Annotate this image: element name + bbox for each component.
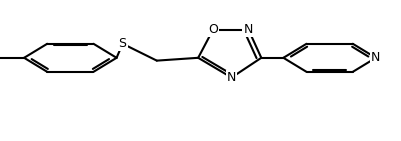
Text: N: N [370,51,380,64]
Text: N: N [226,71,236,84]
Text: S: S [118,37,126,50]
Text: N: N [243,23,253,36]
Text: O: O [208,23,217,36]
